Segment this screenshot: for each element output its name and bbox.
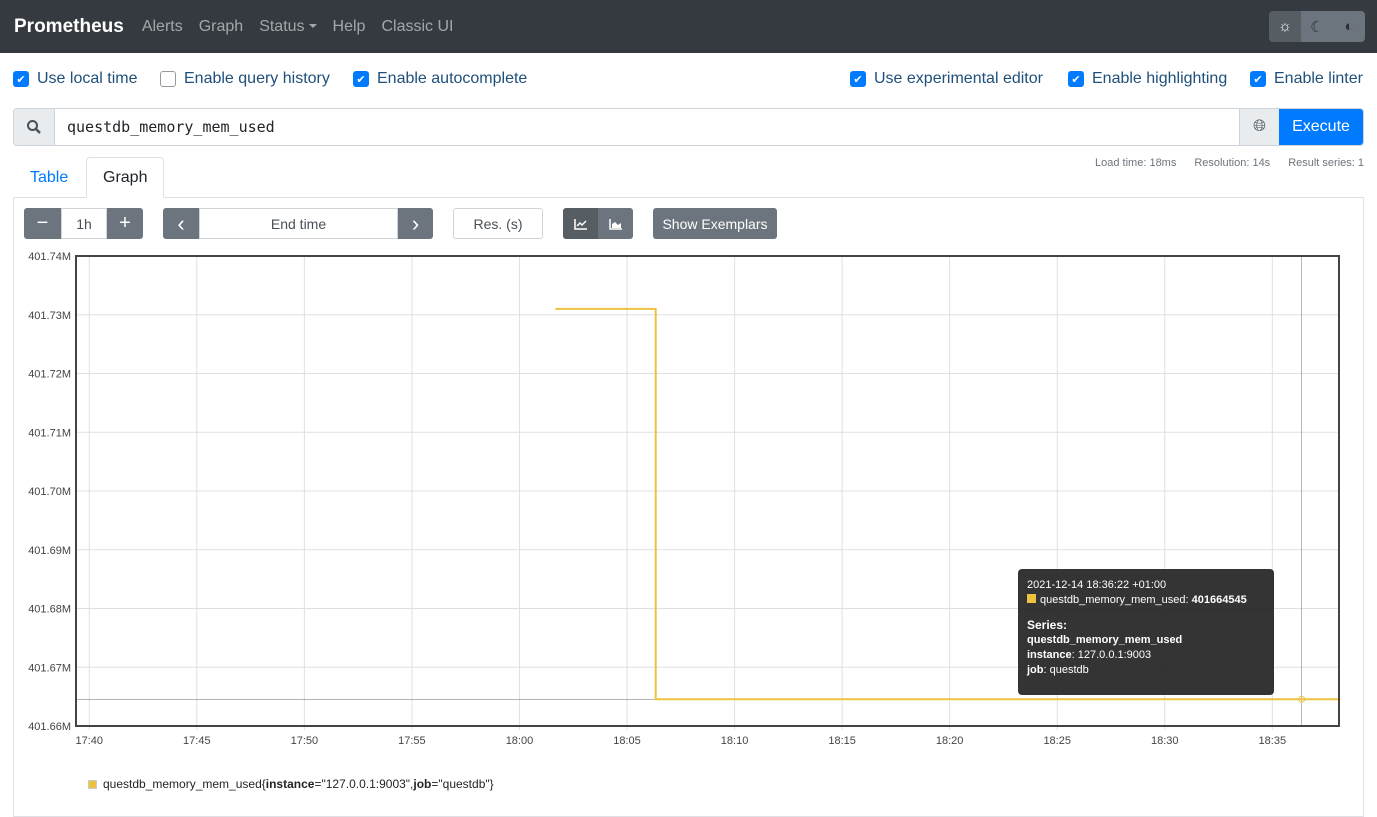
tooltip-series-label: Series: — [1027, 618, 1068, 632]
tab-table[interactable]: Table — [30, 168, 69, 186]
checkbox[interactable]: ✔ — [850, 71, 866, 87]
y-tick-label: 401.71M — [28, 427, 71, 439]
legend-label-key: job — [413, 777, 432, 791]
show-exemplars-button[interactable]: Show Exemplars — [653, 208, 777, 239]
label-value: : 127.0.0.1:9003 — [1071, 649, 1152, 661]
y-tick-label: 401.73M — [28, 310, 71, 322]
y-tick-label: 401.74M — [28, 251, 71, 263]
option-label: Enable linter — [1274, 70, 1363, 87]
nav-alerts[interactable]: Alerts — [141, 17, 183, 35]
x-tick-label: 17:50 — [291, 735, 319, 747]
tooltip-value-row: questdb_memory_mem_used: 401664545 — [1027, 593, 1265, 608]
option-enable-linter[interactable]: ✔ Enable linter — [1250, 70, 1363, 88]
option-enable-highlighting[interactable]: ✔ Enable highlighting — [1068, 70, 1227, 88]
y-tick-label: 401.72M — [28, 369, 71, 381]
x-tick-label: 18:00 — [506, 735, 534, 747]
option-label: Enable highlighting — [1092, 70, 1228, 87]
line-chart-icon[interactable] — [563, 208, 598, 239]
x-tick-label: 17:40 — [75, 735, 103, 747]
nav-classic-ui[interactable]: Classic UI — [381, 17, 454, 35]
checkbox[interactable]: ✔ — [353, 71, 369, 87]
brand[interactable]: Prometheus — [14, 15, 124, 37]
checkbox[interactable] — [160, 71, 176, 87]
series-color-swatch — [88, 779, 97, 789]
option-label: Enable query history — [184, 70, 330, 87]
label-key: job — [1027, 664, 1044, 676]
series-line — [555, 307, 1341, 701]
decrease-range-button[interactable]: − — [24, 208, 61, 239]
next-time-button[interactable]: › — [398, 208, 433, 239]
x-tick-label: 18:15 — [828, 735, 856, 747]
x-tick-label: 18:10 — [721, 735, 749, 747]
x-tick-label: 18:30 — [1151, 735, 1179, 747]
navbar: Prometheus Alerts Graph Status Help Clas… — [0, 0, 1377, 53]
theme-toggle: ☼ ☾ ◐ — [1269, 11, 1365, 42]
label-value: : questdb — [1043, 664, 1089, 676]
y-tick-label: 401.68M — [28, 604, 71, 616]
legend-metric: questdb_memory_mem_used{ — [103, 777, 266, 791]
metrics-explorer-globe-icon[interactable]: 🌐︎ — [1239, 109, 1279, 145]
tooltip-job: job: questdb — [1027, 663, 1265, 678]
load-time: Load time: 18ms — [1095, 157, 1177, 169]
legend-label-key: instance — [265, 777, 315, 791]
plot-border — [75, 255, 1340, 727]
option-label: Use local time — [37, 70, 138, 87]
chart-tooltip: 2021-12-14 18:36:22 +01:00 questdb_memor… — [1018, 569, 1274, 695]
x-tick-label: 18:20 — [936, 735, 964, 747]
x-tick-label: 18:35 — [1259, 735, 1287, 747]
nav-graph[interactable]: Graph — [198, 17, 244, 35]
contrast-icon[interactable]: ◐ — [1333, 11, 1365, 42]
tooltip-series-name: questdb_memory_mem_used — [1027, 634, 1183, 646]
x-tick-label: 18:05 — [613, 735, 641, 747]
caret-down-icon — [308, 24, 317, 29]
increase-range-button[interactable]: + — [107, 208, 143, 239]
tab-graph[interactable]: Graph — [86, 157, 165, 198]
moon-icon[interactable]: ☾ — [1301, 11, 1333, 42]
checkbox[interactable]: ✔ — [1250, 71, 1266, 87]
tooltip-value: 401664545 — [1191, 594, 1247, 606]
x-tick-label: 17:55 — [398, 735, 426, 747]
checkbox[interactable]: ✔ — [13, 71, 29, 87]
option-enable-query-history[interactable]: Enable query history — [160, 70, 330, 88]
series-color-swatch — [1027, 594, 1036, 603]
legend-label-value: ="127.0.0.1:9003", — [314, 777, 414, 791]
sun-icon[interactable]: ☼ — [1269, 11, 1301, 42]
tooltip-time: 2021-12-14 18:36:22 +01:00 — [1027, 579, 1167, 591]
option-enable-autocomplete[interactable]: ✔ Enable autocomplete — [353, 70, 527, 88]
chart[interactable]: 401.74M 401.73M 401.72M 401.71M 401.70M 401.6… — [0, 245, 1377, 755]
legend-label-value: ="questdb"} — [431, 777, 494, 791]
stacked-chart-icon[interactable] — [598, 208, 633, 239]
y-tick-label: 401.67M — [28, 662, 71, 674]
resolution-input[interactable]: Res. (s) — [453, 208, 543, 239]
end-time-input[interactable]: End time — [199, 208, 398, 239]
label-key: instance — [1027, 649, 1072, 661]
option-use-experimental-editor[interactable]: ✔ Use experimental editor — [850, 70, 1043, 88]
hover-point — [1298, 695, 1306, 703]
y-tick-label: 401.66M — [28, 721, 71, 733]
y-tick-label: 401.70M — [28, 486, 71, 498]
option-use-local-time[interactable]: ✔ Use local time — [13, 70, 137, 88]
execute-button[interactable]: Execute — [1279, 109, 1363, 145]
option-label: Use experimental editor — [874, 70, 1043, 87]
query-stats: Load time: 18ms Resolution: 14s Result s… — [1095, 157, 1364, 169]
nav-status[interactable]: Status — [259, 17, 317, 36]
option-label: Enable autocomplete — [377, 70, 528, 87]
x-tick-label: 17:45 — [183, 735, 211, 747]
query-input[interactable]: questdb_memory_mem_used — [67, 118, 275, 136]
resolution: Resolution: 14s — [1194, 157, 1271, 169]
tooltip-instance: instance: 127.0.0.1:9003 — [1027, 648, 1265, 663]
checkbox[interactable]: ✔ — [1068, 71, 1084, 87]
y-tick-label: 401.69M — [28, 545, 71, 557]
nav-help[interactable]: Help — [332, 17, 366, 35]
x-tick-label: 18:25 — [1043, 735, 1071, 747]
prev-time-button[interactable]: ‹ — [163, 208, 199, 239]
search-icon — [14, 109, 55, 145]
tooltip-metric: questdb_memory_mem_used: — [1040, 594, 1189, 606]
nav-status-label: Status — [259, 17, 305, 35]
result-series: Result series: 1 — [1288, 157, 1364, 169]
query-bar: questdb_memory_mem_used 🌐︎ Execute — [13, 108, 1364, 146]
range-input[interactable]: 1h — [61, 208, 107, 239]
legend-item[interactable]: questdb_memory_mem_used{instance ="127.0.… — [88, 777, 494, 791]
